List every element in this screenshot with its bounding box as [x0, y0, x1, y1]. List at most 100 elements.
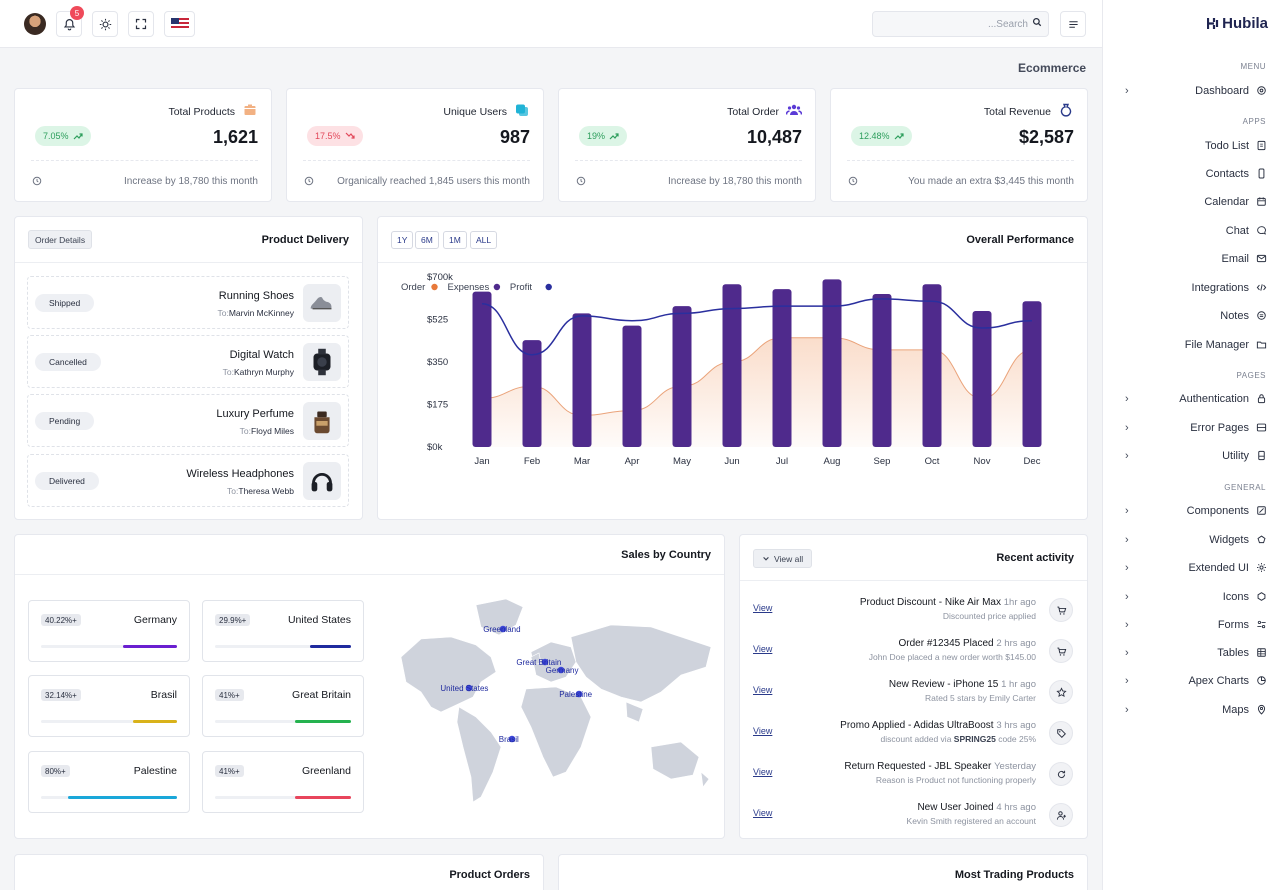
activity-item: View New Review - iPhone 15 1 hr ago Rated… [740, 673, 1087, 714]
view-link[interactable]: View [753, 603, 773, 613]
order-details-button[interactable]: Order Details [28, 230, 93, 249]
country-card-greenland[interactable]: 41%+ Greenland [202, 751, 364, 813]
range-button-1y[interactable]: 1Y [391, 231, 414, 249]
bar-feb[interactable] [522, 340, 542, 447]
bar-mar[interactable] [572, 313, 592, 447]
activity-title-row: New Review - iPhone 15 1 hr ago [889, 679, 1036, 690]
fullscreen-button[interactable] [128, 11, 154, 37]
search-input[interactable]: ...Search [872, 11, 1049, 37]
view-link[interactable]: View [753, 685, 773, 695]
delivery-item[interactable]: Cancelled Digital Watch To:Kathryn Murphy [27, 335, 349, 388]
sidebar-item-forms[interactable]: › Forms [1103, 614, 1280, 636]
activity-icon-button[interactable] [1049, 721, 1073, 745]
y-tick-label: $175 [427, 400, 448, 411]
map-marker[interactable] [508, 735, 516, 743]
progress-track [215, 720, 351, 723]
activity-icon-button[interactable] [1049, 762, 1073, 786]
sidebar-item-label: Maps [1222, 704, 1249, 716]
range-button-1m[interactable]: 1M [443, 231, 467, 249]
activity-icon-button[interactable] [1049, 639, 1073, 663]
delivery-item[interactable]: Pending Luxury Perfume To:Floyd Miles [27, 394, 349, 447]
bar-may[interactable] [672, 306, 692, 447]
sidebar-item-components[interactable]: › Components [1103, 500, 1280, 522]
notifications-button[interactable]: 5 [56, 6, 84, 37]
bar-dec[interactable] [1022, 301, 1042, 447]
view-link[interactable]: View [753, 726, 773, 736]
recent-activity-card: View all Recent activity View Product Dis… [739, 534, 1088, 839]
brand-logo[interactable]: Hubila [1207, 15, 1268, 32]
to-prefix: To: [239, 426, 252, 436]
activity-icon-button[interactable] [1049, 803, 1073, 827]
country-name: Great Britain [292, 689, 351, 701]
view-link[interactable]: View [753, 808, 773, 818]
range-button-all[interactable]: ALL [470, 231, 498, 249]
sidebar-item-label: Tables [1217, 647, 1249, 659]
legend-marker [431, 283, 438, 291]
country-card-brasil[interactable]: 32.14%+ Brasil [28, 675, 190, 737]
sidebar-item-apex-charts[interactable]: › Apex Charts [1103, 670, 1280, 692]
map-marker[interactable] [541, 658, 549, 666]
sidebar-item-contacts[interactable]: Contacts [1103, 163, 1280, 185]
bar-nov[interactable] [972, 311, 992, 447]
legend-marker [545, 283, 552, 291]
map-marker[interactable] [499, 625, 507, 633]
bar-aug[interactable] [822, 279, 842, 447]
map-marker[interactable] [465, 684, 473, 692]
sidebar-item-maps[interactable]: › Maps [1103, 699, 1280, 721]
star-icon [1055, 686, 1067, 697]
country-card-united-states[interactable]: 29.9%+ United States [202, 600, 364, 662]
bar-jun[interactable] [722, 284, 742, 447]
country-card-germany[interactable]: 40.22%+ Germany [28, 600, 190, 662]
sidebar-item-error-pages[interactable]: › Error Pages [1103, 417, 1280, 439]
sidebar-item-authentication[interactable]: › Authentication [1103, 388, 1280, 410]
activity-icon-button[interactable] [1049, 598, 1073, 622]
language-button[interactable] [164, 11, 195, 37]
sidebar-item-integrations[interactable]: Integrations [1103, 277, 1280, 299]
activity-time: Yesterday [994, 761, 1036, 772]
sidebar-item-icons[interactable]: › Icons [1103, 586, 1280, 608]
product-thumbnail [311, 473, 333, 492]
activity-sub: Reason is Product not functioning proper… [875, 775, 1036, 785]
bar-oct[interactable] [922, 284, 942, 447]
sidebar-item-calendar[interactable]: Calendar [1103, 191, 1280, 213]
sidebar-item-widgets[interactable]: › Widgets [1103, 529, 1280, 551]
sidebar-item-chat[interactable]: Chat [1103, 220, 1280, 242]
map-marker[interactable] [557, 666, 565, 674]
trend-value: 7.05% [43, 131, 69, 141]
sidebar-item-extended-ui[interactable]: › Extended UI [1103, 557, 1280, 579]
bar-jan[interactable] [472, 291, 492, 447]
country-card-palestine[interactable]: 80%+ Palestine [28, 751, 190, 813]
bar-apr[interactable] [622, 325, 642, 447]
view-all-button[interactable]: View all [753, 549, 813, 568]
divider [31, 160, 258, 161]
map-marker[interactable] [575, 690, 583, 698]
view-link[interactable]: View [753, 767, 773, 777]
bar-sep[interactable] [872, 294, 892, 447]
range-button-6m[interactable]: 6M [415, 231, 439, 249]
theme-toggle-button[interactable] [92, 11, 118, 37]
map-label: Brasil [499, 735, 519, 744]
sidebar-item-tables[interactable]: › Tables [1103, 642, 1280, 664]
delivery-item[interactable]: Shipped Running Shoes To:Marvin McKinney [27, 276, 349, 329]
menu-toggle-button[interactable] [1060, 11, 1086, 37]
activity-icon-button[interactable] [1049, 680, 1073, 704]
view-link[interactable]: View [753, 644, 773, 654]
sidebar-item-notes[interactable]: Notes [1103, 305, 1280, 327]
sidebar-item-label: Widgets [1209, 534, 1249, 546]
stat-card-total-order: Total Order 10,487 19% Increase by 18,780 t… [558, 88, 816, 202]
sidebar-item-dashboard[interactable]: › Dashboard [1103, 80, 1280, 102]
sidebar-item-file-manager[interactable]: File Manager [1103, 334, 1280, 356]
country-card-great-britain[interactable]: 41%+ Great Britain [202, 675, 364, 737]
sidebar-item-utility[interactable]: › Utility [1103, 445, 1280, 467]
legend-label: Profit [510, 282, 533, 293]
progress-fill [122, 645, 177, 648]
sidebar-item-email[interactable]: Email [1103, 248, 1280, 270]
brand-name: Hubila [1222, 15, 1268, 32]
top-bar: 5 ...Search [0, 0, 1102, 48]
avatar[interactable] [24, 13, 46, 35]
delivery-item[interactable]: Delivered Wireless Headphones To:Theresa W… [27, 454, 349, 507]
recipient-name: Marvin McKinney [228, 308, 294, 318]
bar-jul[interactable] [772, 289, 792, 447]
sidebar-item-todo-list[interactable]: Todo List [1103, 135, 1280, 157]
